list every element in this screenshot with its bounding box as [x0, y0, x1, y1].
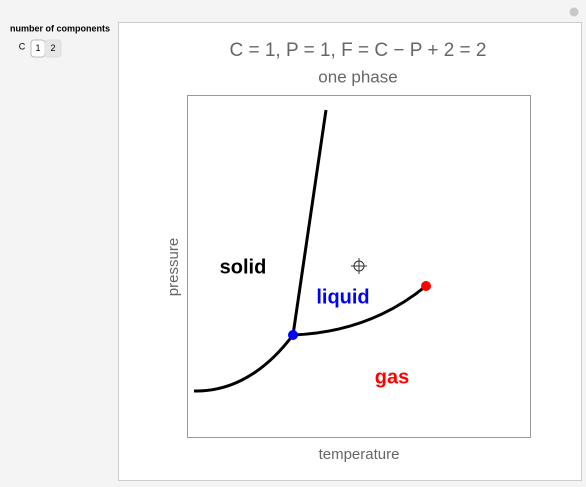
- plot-subtitle: one phase: [318, 67, 397, 86]
- locator[interactable]: [351, 258, 367, 274]
- control-heading: number of components: [10, 23, 110, 33]
- plot-title: C = 1, P = 1, F = C − P + 2 = 2: [229, 40, 486, 61]
- x-axis-label: temperature: [319, 446, 400, 463]
- triple-point: [288, 330, 298, 340]
- option-label[interactable]: 2: [50, 43, 55, 53]
- option-label[interactable]: 1: [35, 43, 40, 53]
- option-button[interactable]: [44, 39, 62, 58]
- y-axis-label: pressure: [165, 238, 182, 296]
- close-icon[interactable]: [569, 7, 579, 17]
- region-label: gas: [375, 366, 409, 388]
- region-label: liquid: [316, 286, 369, 308]
- region-label: solid: [220, 256, 267, 278]
- melting-curve: [291, 109, 328, 336]
- sublimation-curve: [193, 334, 295, 393]
- vaporization-curve: [292, 284, 427, 337]
- control-label: C: [19, 41, 26, 51]
- critical-point: [421, 281, 431, 291]
